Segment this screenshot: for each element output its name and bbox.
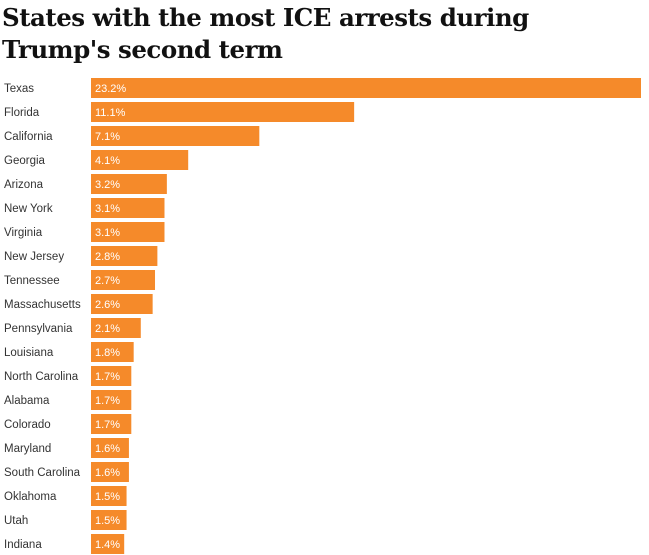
- category-label: South Carolina: [4, 467, 81, 479]
- bar: [91, 102, 355, 122]
- data-label: 1.7%: [95, 419, 120, 431]
- data-label: 1.7%: [95, 371, 120, 383]
- data-label: 23.2%: [95, 83, 126, 95]
- bar: [91, 414, 132, 434]
- category-label: New Jersey: [4, 251, 64, 263]
- chart-title: States with the most ICE arrests during …: [2, 3, 529, 64]
- bar: [91, 174, 167, 194]
- bar: [91, 486, 127, 506]
- bar: [91, 390, 132, 410]
- data-label: 2.1%: [95, 323, 120, 335]
- data-label: 1.6%: [95, 443, 120, 455]
- category-label: Louisiana: [4, 347, 54, 359]
- category-label: Georgia: [4, 155, 46, 167]
- data-label: 7.1%: [95, 131, 120, 143]
- category-label: Alabama: [4, 395, 50, 407]
- data-label: 3.2%: [95, 179, 120, 191]
- bar: [91, 78, 641, 98]
- data-label: 1.7%: [95, 395, 120, 407]
- bar: [91, 318, 141, 338]
- bar: [91, 462, 129, 482]
- bar: [91, 342, 134, 362]
- category-label: Texas: [4, 83, 34, 95]
- bar: [91, 366, 132, 386]
- bar: [91, 438, 129, 458]
- category-label: Tennessee: [4, 275, 60, 287]
- bar: [91, 294, 153, 314]
- data-label: 1.5%: [95, 491, 120, 503]
- category-label: Maryland: [4, 443, 51, 455]
- data-label: 2.8%: [95, 251, 120, 263]
- data-label: 1.5%: [95, 515, 120, 527]
- data-label: 3.1%: [95, 203, 120, 215]
- category-label: Indiana: [4, 539, 42, 551]
- category-label: Oklahoma: [4, 491, 57, 503]
- category-label: Arizona: [4, 179, 44, 191]
- bar: [91, 510, 127, 530]
- data-label: 3.1%: [95, 227, 120, 239]
- bar: [91, 198, 165, 218]
- category-label: Colorado: [4, 419, 51, 431]
- bar: [91, 270, 156, 290]
- category-label: Pennsylvania: [4, 323, 73, 335]
- data-label: 1.4%: [95, 539, 120, 551]
- data-label: 4.1%: [95, 155, 120, 167]
- category-label: Utah: [4, 515, 28, 527]
- data-label: 1.6%: [95, 467, 120, 479]
- category-label: California: [4, 131, 53, 143]
- category-label: Massachusetts: [4, 299, 81, 311]
- data-label: 11.1%: [95, 107, 126, 119]
- bar: [91, 126, 260, 146]
- category-label: New York: [4, 203, 53, 215]
- data-label: 1.8%: [95, 347, 120, 359]
- bar: [91, 534, 125, 554]
- bar: [91, 246, 158, 266]
- data-label: 2.7%: [95, 275, 120, 287]
- bar: [91, 150, 189, 170]
- category-label: North Carolina: [4, 371, 79, 383]
- bar: [91, 222, 165, 242]
- category-label: Virginia: [4, 227, 43, 239]
- data-label: 2.6%: [95, 299, 120, 311]
- category-label: Florida: [4, 107, 40, 119]
